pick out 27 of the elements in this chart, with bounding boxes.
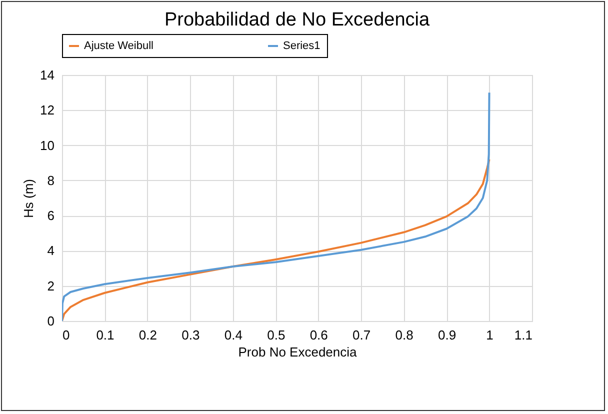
x-tick-label: 0.2: [138, 328, 157, 342]
y-tick-label: 10: [40, 138, 54, 153]
line-series: [62, 92, 490, 321]
x-tick-label: 0: [62, 328, 70, 342]
y-tick-label: 4: [47, 243, 54, 258]
y-tick-label: 0: [47, 314, 54, 328]
y-tick-label: 6: [47, 208, 54, 224]
x-tick-label: 0.7: [352, 328, 371, 342]
y-tick-label: 2: [47, 278, 54, 294]
line-series: [62, 158, 490, 321]
x-tick-label: 0.4: [224, 328, 242, 342]
x-tick-label: 1.1: [514, 328, 532, 342]
x-tick-label: 0.6: [310, 328, 328, 342]
x-tick-label: 0.1: [96, 328, 114, 342]
y-tick-label: 8: [47, 172, 54, 188]
legend-label: Series1: [283, 40, 320, 52]
y-axis-title: Hs (m): [21, 179, 36, 218]
x-tick-label: 0.9: [438, 328, 456, 342]
chart-title: Probabilidad de No Excedencia: [164, 10, 430, 30]
x-tick-label: 1: [486, 328, 494, 342]
x-tick-label: 0.8: [395, 328, 414, 342]
x-axis-title: Prob No Excedencia: [238, 344, 358, 360]
x-tick-label: 0.5: [267, 328, 286, 342]
legend-label: Ajuste Weibull: [84, 40, 154, 52]
y-tick-label: 12: [40, 102, 54, 118]
x-tick-label: 0.3: [182, 328, 200, 342]
y-tick-label: 14: [40, 68, 54, 82]
